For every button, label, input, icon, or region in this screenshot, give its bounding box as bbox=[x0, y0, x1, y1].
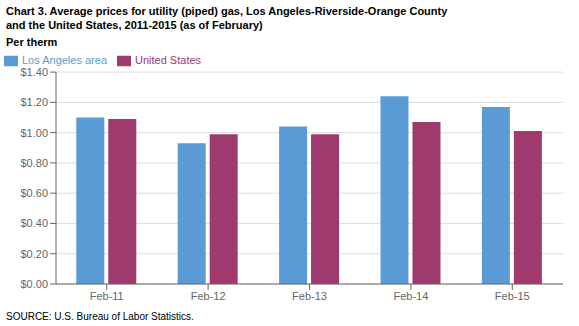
svg-text:$0.40: $0.40 bbox=[20, 217, 48, 229]
svg-text:Feb-15: Feb-15 bbox=[495, 290, 530, 302]
svg-text:Feb-11: Feb-11 bbox=[90, 290, 124, 302]
svg-text:$1.40: $1.40 bbox=[20, 66, 48, 78]
html-text:Chart 3. Average prices for ut: Chart 3. Average prices for utility (pip… bbox=[6, 5, 448, 17]
svg-text:$1.20: $1.20 bbox=[20, 96, 48, 108]
svg-text:Feb-12: Feb-12 bbox=[191, 290, 226, 302]
html-text:Per therm: Per therm bbox=[6, 36, 58, 48]
svg-text:$0.80: $0.80 bbox=[20, 157, 48, 169]
svg-text:$1.00: $1.00 bbox=[20, 127, 48, 139]
html-text:Los Angeles area: Los Angeles area bbox=[22, 54, 107, 66]
svg-text:$0.60: $0.60 bbox=[20, 187, 48, 199]
html-text:United States: United States bbox=[135, 54, 202, 66]
svg-text:$0.00: $0.00 bbox=[20, 278, 48, 290]
html-text:SOURCE: U.S. Bureau of Labor S: SOURCE: U.S. Bureau of Labor Statistics. bbox=[6, 311, 194, 322]
html-text:and the United States, 2011-20: and the United States, 2011-2015 (as of … bbox=[6, 19, 263, 31]
svg-text:Feb-14: Feb-14 bbox=[393, 290, 428, 302]
svg-text:$0.20: $0.20 bbox=[20, 248, 48, 260]
svg-text:Feb-13: Feb-13 bbox=[292, 290, 327, 302]
